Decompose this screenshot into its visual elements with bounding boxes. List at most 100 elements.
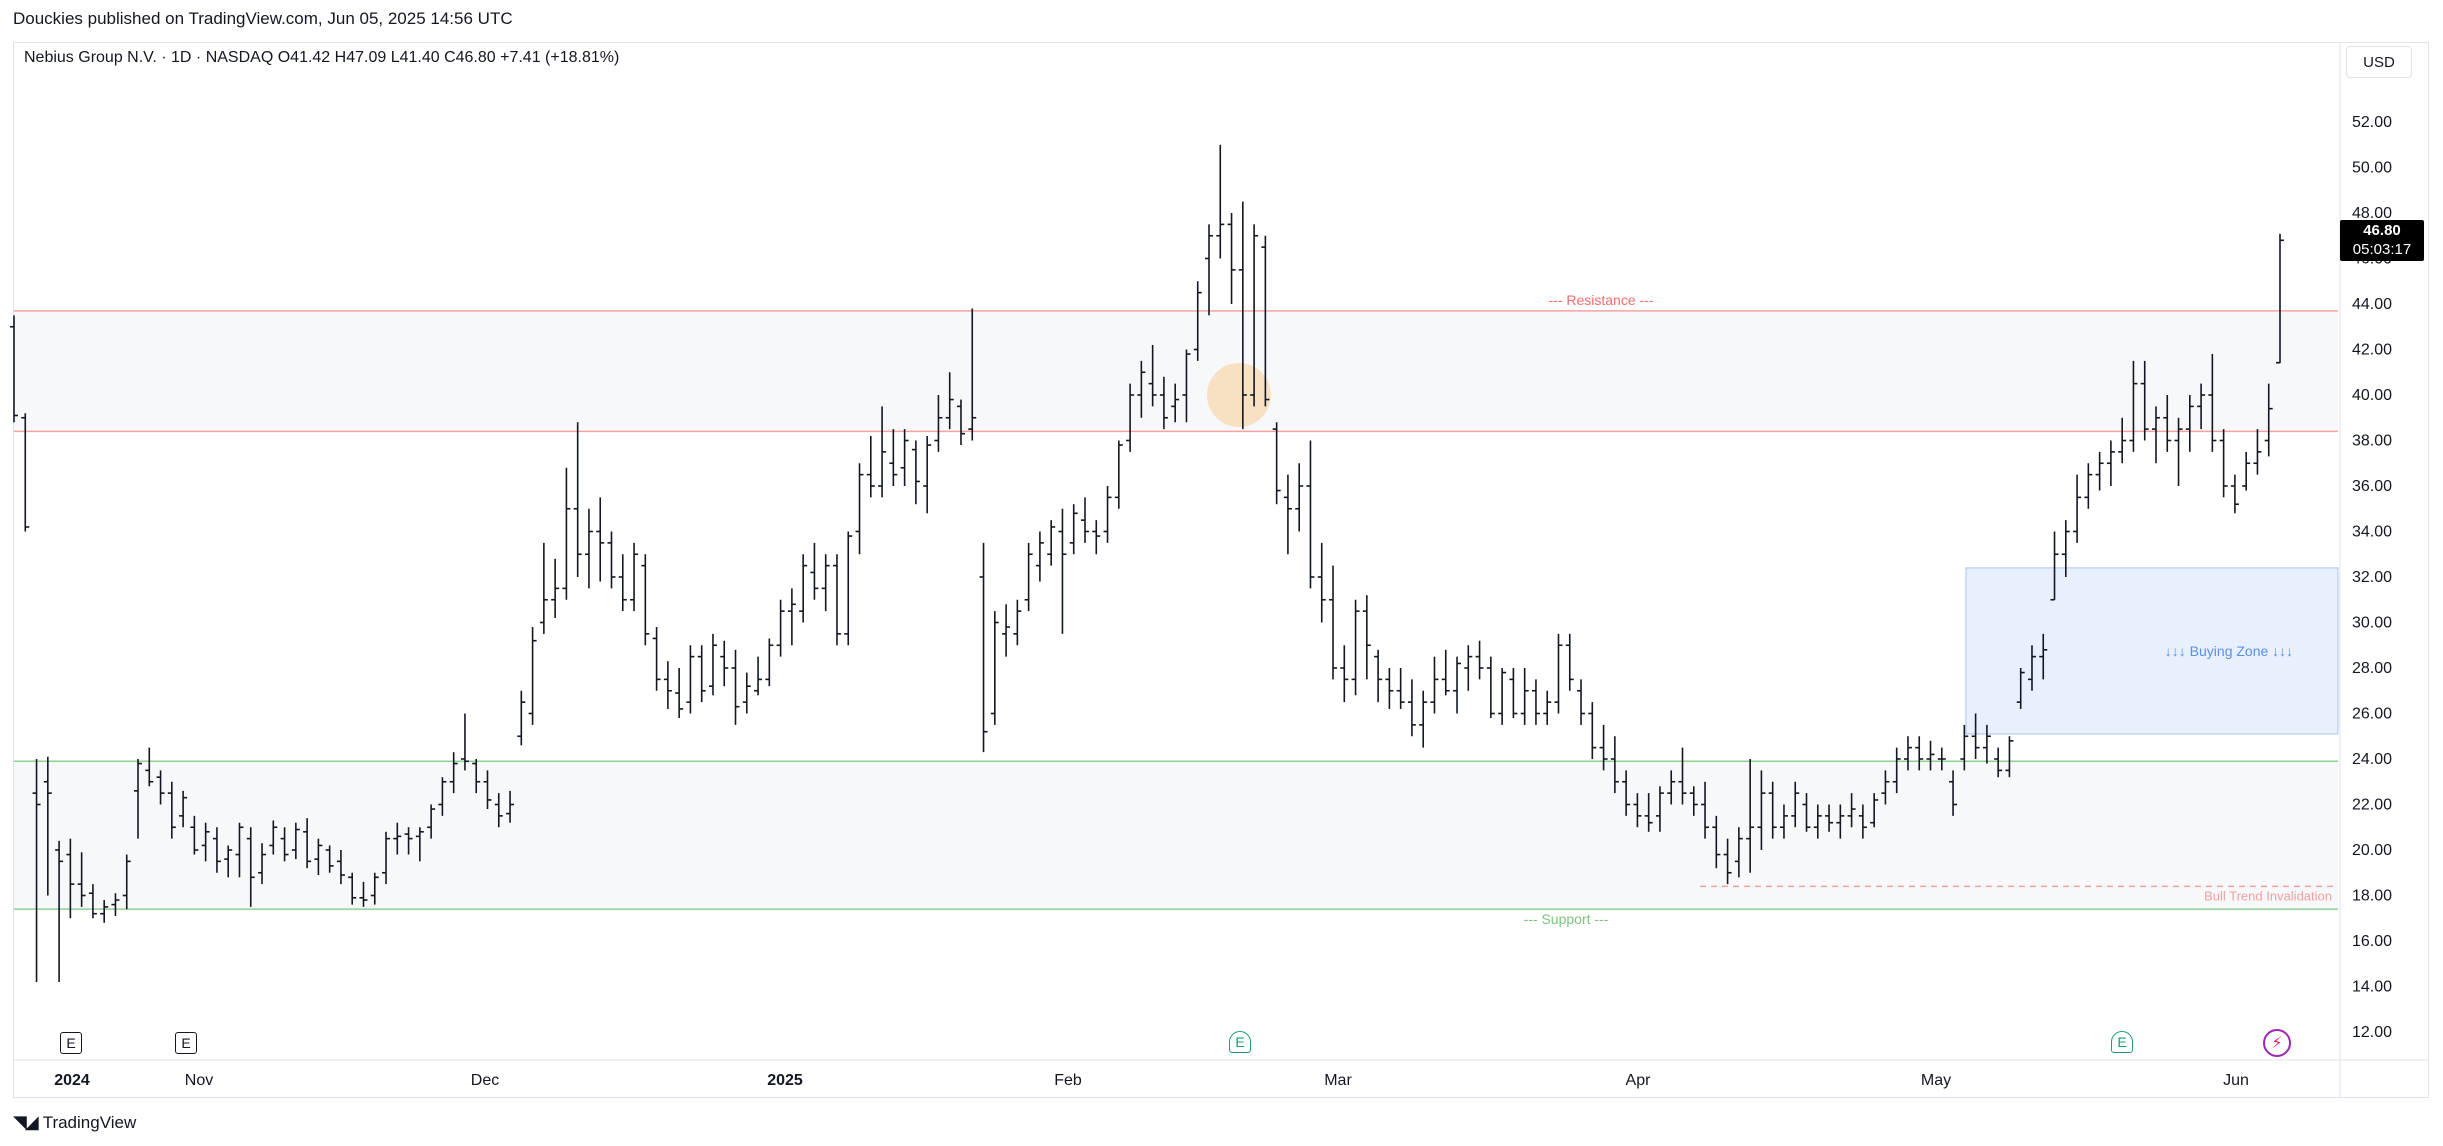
ohlc-bar <box>968 308 977 441</box>
ohlc-bar <box>754 656 763 696</box>
ohlc-bar <box>1182 349 1191 423</box>
ohlc-bar <box>1193 281 1202 361</box>
y-tick-label: 32.00 <box>2352 569 2392 586</box>
ohlc-bar <box>1250 224 1259 407</box>
y-tick-label: 12.00 <box>2352 1024 2392 1041</box>
lightning-icon[interactable]: ⚡ <box>2263 1029 2291 1057</box>
ohlc-bar <box>810 542 819 600</box>
y-tick-label: 18.00 <box>2352 888 2392 905</box>
y-tick-label: 40.00 <box>2352 387 2392 404</box>
support-label: --- Support --- <box>1524 911 1609 927</box>
ohlc-bar <box>539 542 548 634</box>
y-tick-label: 36.00 <box>2352 478 2392 495</box>
ohlc-bar <box>1453 656 1462 714</box>
ohlc-bar <box>2197 383 2206 430</box>
currency-selector[interactable]: USD <box>2346 46 2412 78</box>
ohlc-bar <box>1407 679 1416 737</box>
ohlc-bar <box>1678 747 1687 805</box>
ohlc-bar <box>2174 417 2183 486</box>
ohlc-bar <box>956 399 965 446</box>
ohlc-bar <box>1644 793 1653 832</box>
ohlc-bar <box>122 854 131 910</box>
ohlc-bar <box>167 781 176 839</box>
ohlc-bar <box>731 649 740 725</box>
ohlc-bar <box>2264 383 2273 457</box>
ohlc-bar <box>1520 668 1529 725</box>
earnings-icon[interactable]: E <box>60 1032 82 1054</box>
last-price-value: 46.80 <box>2363 222 2401 239</box>
x-tick-label: Nov <box>185 1072 213 1089</box>
ohlc-bar <box>855 463 864 555</box>
ohlc-bar <box>1994 747 2003 778</box>
ohlc-bar <box>43 756 52 896</box>
ohlc-bar <box>2242 451 2251 491</box>
ohlc-bar <box>1757 770 1766 850</box>
y-tick-label: 28.00 <box>2352 660 2392 677</box>
ohlc-bar <box>258 843 267 885</box>
ohlc-bar <box>1103 486 1112 543</box>
ohlc-bars-layer <box>10 144 2284 982</box>
ohlc-bar <box>88 884 97 919</box>
x-tick-label: Apr <box>1626 1072 1652 1089</box>
buying-zone <box>1965 567 2339 735</box>
ohlc-bar <box>269 820 278 855</box>
ohlc-bar <box>787 588 796 646</box>
ohlc-bar <box>404 827 413 855</box>
ohlc-bar <box>1779 804 1788 839</box>
ohlc-bar <box>889 429 898 486</box>
ohlc-bar <box>100 900 109 923</box>
ohlc-bar <box>1554 633 1563 714</box>
published-by-text: Douckies published on TradingView.com, J… <box>13 9 513 28</box>
ohlc-bar <box>1058 508 1067 634</box>
tradingview-logo[interactable]: ◥◢ TradingView <box>13 1112 136 1133</box>
earnings-icon[interactable]: E <box>2111 1031 2133 1053</box>
ohlc-bar <box>1080 497 1089 543</box>
ohlc-bar <box>1971 713 1980 759</box>
symbol-legend[interactable]: Nebius Group N.V. · 1D · NASDAQ O41.42 H… <box>24 49 620 66</box>
ohlc-bar <box>1171 383 1180 423</box>
ohlc-bar <box>1486 656 1495 719</box>
earnings-icon[interactable]: E <box>175 1032 197 1054</box>
ohlc-bar <box>1272 422 1281 505</box>
ohlc-bar <box>1013 599 1022 646</box>
ohlc-bar <box>1396 668 1405 709</box>
ohlc-bar <box>551 558 560 618</box>
ohlc-bar <box>235 822 244 878</box>
ohlc-bar <box>359 881 368 907</box>
ohlc-bar <box>2208 354 2217 452</box>
ohlc-bar <box>190 815 199 855</box>
ohlc-bar <box>1577 679 1586 725</box>
ohlc-bar <box>1092 520 1101 555</box>
x-tick-label: 2024 <box>54 1072 90 1089</box>
ohlc-bar <box>2095 451 2104 491</box>
y-tick-label: 50.00 <box>2352 160 2392 177</box>
earnings-icon[interactable]: E <box>1229 1031 1251 1053</box>
resistance-label: --- Resistance --- <box>1548 292 1653 308</box>
ohlc-bar <box>923 435 932 514</box>
ohlc-bar <box>821 554 830 612</box>
ohlc-bar <box>1475 640 1484 680</box>
x-tick-label: Dec <box>471 1072 499 1089</box>
ohlc-bar <box>2185 395 2194 452</box>
ohlc-bar <box>573 422 582 577</box>
ohlc-bar <box>393 822 402 855</box>
ohlc-bar <box>1825 804 1834 832</box>
bar-countdown: 05:03:17 <box>2352 241 2412 258</box>
ohlc-bar <box>1960 724 1969 771</box>
ohlc-bar <box>1531 679 1540 725</box>
ohlc-bar <box>844 531 853 646</box>
ohlc-bar <box>303 818 312 869</box>
ohlc-bar <box>2276 233 2284 364</box>
ohlc-bar <box>2027 645 2036 691</box>
ohlc-bar <box>483 770 492 810</box>
ohlc-bar <box>494 793 503 828</box>
ohlc-bar <box>21 413 30 532</box>
annotation-labels-layer: --- Resistance --- --- Support --- ↓↓↓ Buy… <box>1524 292 2332 927</box>
ohlc-bar <box>641 554 650 646</box>
tradingview-logo-text: TradingView <box>42 1112 137 1132</box>
ohlc-bar <box>2163 395 2172 452</box>
x-tick-label: 2025 <box>767 1072 803 1089</box>
y-tick-label: 30.00 <box>2352 615 2392 632</box>
chart-frame[interactable] <box>13 42 2429 1098</box>
